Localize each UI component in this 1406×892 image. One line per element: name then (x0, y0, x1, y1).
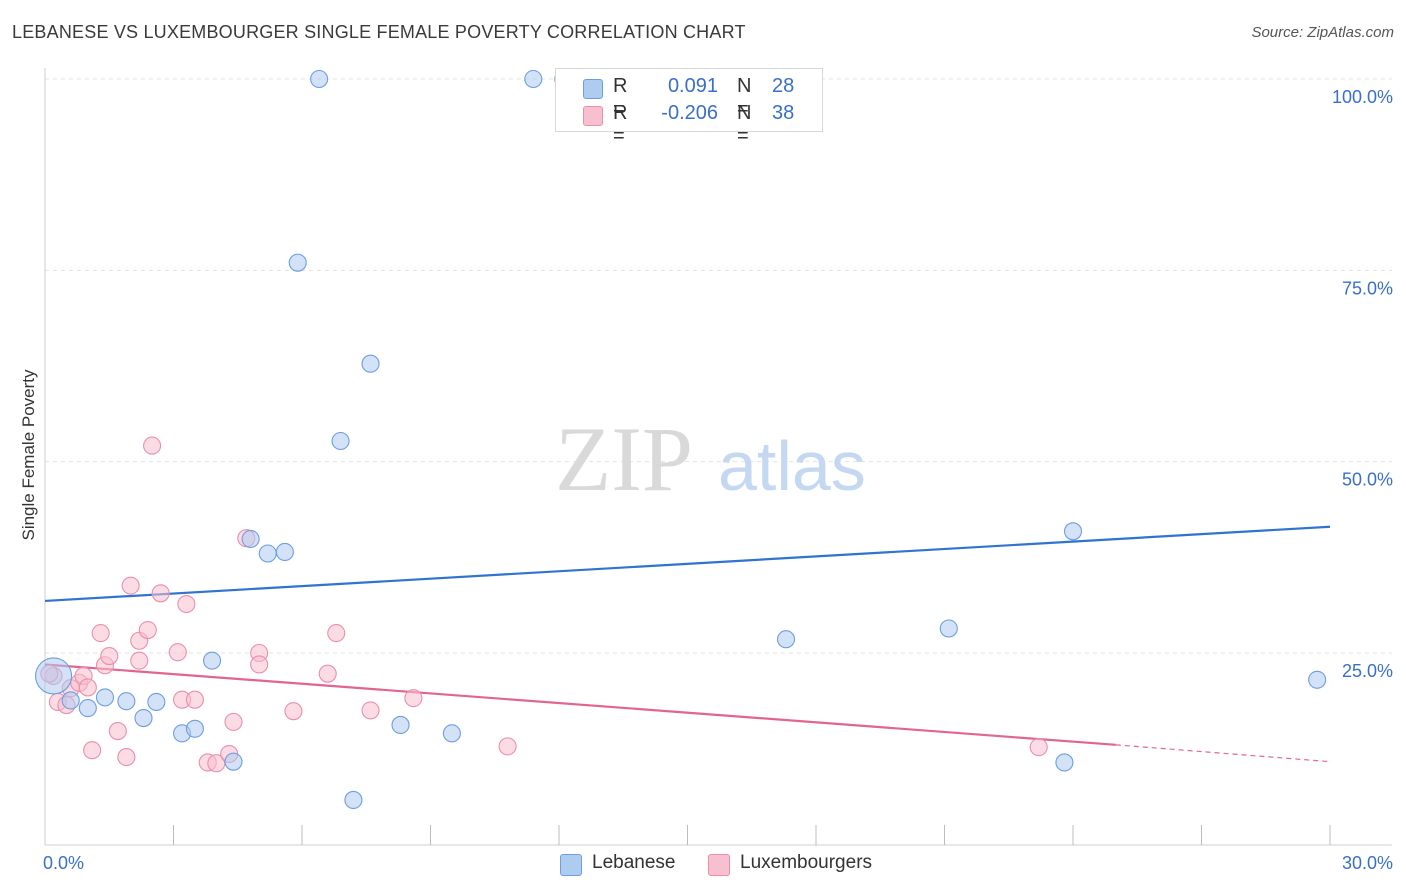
data-point-lebanese (939, 619, 958, 638)
legend-n-value: 28 (772, 75, 795, 97)
data-point-luxembourgers (404, 689, 423, 708)
bottom-legend-swatch-luxembourgers (708, 854, 730, 876)
data-point-luxembourgers (91, 624, 110, 643)
data-point-luxembourgers (498, 737, 517, 756)
data-point-lebanese (344, 790, 363, 809)
data-point-luxembourgers (78, 678, 97, 697)
legend-swatch-lebanese (583, 79, 603, 99)
trendline-luxembourgers-extension (1115, 744, 1331, 763)
data-point-luxembourgers (143, 436, 162, 455)
watermark-zip: ZIP (555, 408, 693, 510)
data-point-lebanese (78, 699, 97, 718)
data-point-luxembourgers (224, 712, 243, 731)
data-point-luxembourgers (83, 741, 102, 760)
data-point-lebanese (1063, 522, 1083, 541)
x-tick-label: 0.0% (43, 853, 84, 873)
data-point-lebanese (258, 544, 277, 563)
watermark: ZIP atlas (555, 408, 866, 510)
data-point-lebanese (1055, 753, 1074, 772)
y-tick-label: 50.0% (1342, 470, 1393, 490)
data-point-luxembourgers (318, 664, 337, 683)
y-tick-label: 75.0% (1342, 278, 1393, 298)
y-axis-label: Single Female Poverty (19, 369, 38, 541)
trendline-luxembourgers (44, 663, 1116, 746)
data-point-lebanese (361, 354, 380, 373)
bottom-legend-label-lebanese: Lebanese (592, 852, 676, 873)
data-point-luxembourgers (185, 690, 204, 709)
legend-n-label: N = (737, 102, 752, 147)
data-point-luxembourgers (168, 643, 187, 662)
data-point-lebanese (134, 709, 153, 728)
data-point-lebanese (61, 691, 80, 710)
y-tick-label: 100.0% (1332, 87, 1393, 107)
data-point-lebanese (310, 69, 329, 89)
data-point-luxembourgers (361, 701, 380, 720)
legend-r-value: 0.091 (667, 75, 718, 97)
legend-swatch-luxembourgers (583, 106, 603, 126)
legend-r-label: R = (613, 75, 628, 120)
data-point-lebanese (288, 253, 307, 272)
data-point-lebanese (275, 542, 294, 562)
data-point-luxembourgers (130, 651, 149, 670)
data-point-luxembourgers (327, 624, 346, 643)
data-point-luxembourgers (121, 576, 140, 595)
data-point-lebanese (147, 692, 166, 712)
data-point-lebanese (203, 651, 222, 670)
trend-lines (44, 525, 1331, 763)
data-point-lebanese (442, 724, 461, 743)
data-point-lebanese (331, 431, 350, 451)
data-point-lebanese (241, 529, 260, 549)
correlation-legend: R = 0.091 N = 28 R = -0.206 N = 38 (555, 68, 823, 147)
data-point-lebanese (1308, 670, 1327, 689)
bottom-legend-label-luxembourgers: Luxembourgers (740, 852, 873, 873)
data-point-luxembourgers (117, 748, 136, 767)
data-point-luxembourgers (1029, 738, 1048, 757)
data-point-luxembourgers (100, 647, 119, 666)
axes (44, 68, 1392, 846)
legend-r-label: R = (613, 102, 628, 147)
watermark-atlas: atlas (718, 427, 866, 505)
data-point-lebanese (224, 752, 243, 771)
x-tick-label: 30.0% (1342, 853, 1393, 873)
data-point-luxembourgers (138, 620, 157, 640)
data-point-luxembourgers (108, 722, 127, 741)
chart-title: LEBANESE VS LUXEMBOURGER SINGLE FEMALE P… (12, 22, 746, 42)
data-points (35, 69, 1327, 809)
legend-r-value: -0.206 (661, 102, 718, 124)
data-point-lebanese (776, 630, 796, 649)
legend-n-value: 38 (772, 102, 795, 124)
data-point-lebanese (35, 657, 73, 695)
data-point-luxembourgers (151, 584, 170, 603)
data-point-luxembourgers (284, 702, 303, 721)
data-point-lebanese (185, 719, 204, 738)
source-label: Source: ZipAtlas.com (1251, 24, 1394, 41)
tick-labels: 25.0% 50.0% 75.0% 100.0% 0.0% 30.0% (43, 87, 1393, 873)
data-point-lebanese (117, 692, 136, 711)
data-point-lebanese (95, 688, 115, 707)
data-point-luxembourgers (250, 655, 269, 674)
data-point-luxembourgers (177, 594, 196, 614)
data-point-lebanese (524, 69, 543, 89)
bottom-legend-swatch-lebanese (560, 854, 582, 876)
legend-n-label: N = (737, 75, 752, 120)
grid-lines (45, 78, 1392, 654)
data-point-lebanese (391, 715, 410, 734)
y-tick-label: 25.0% (1342, 661, 1393, 681)
trendline-lebanese (44, 525, 1331, 603)
